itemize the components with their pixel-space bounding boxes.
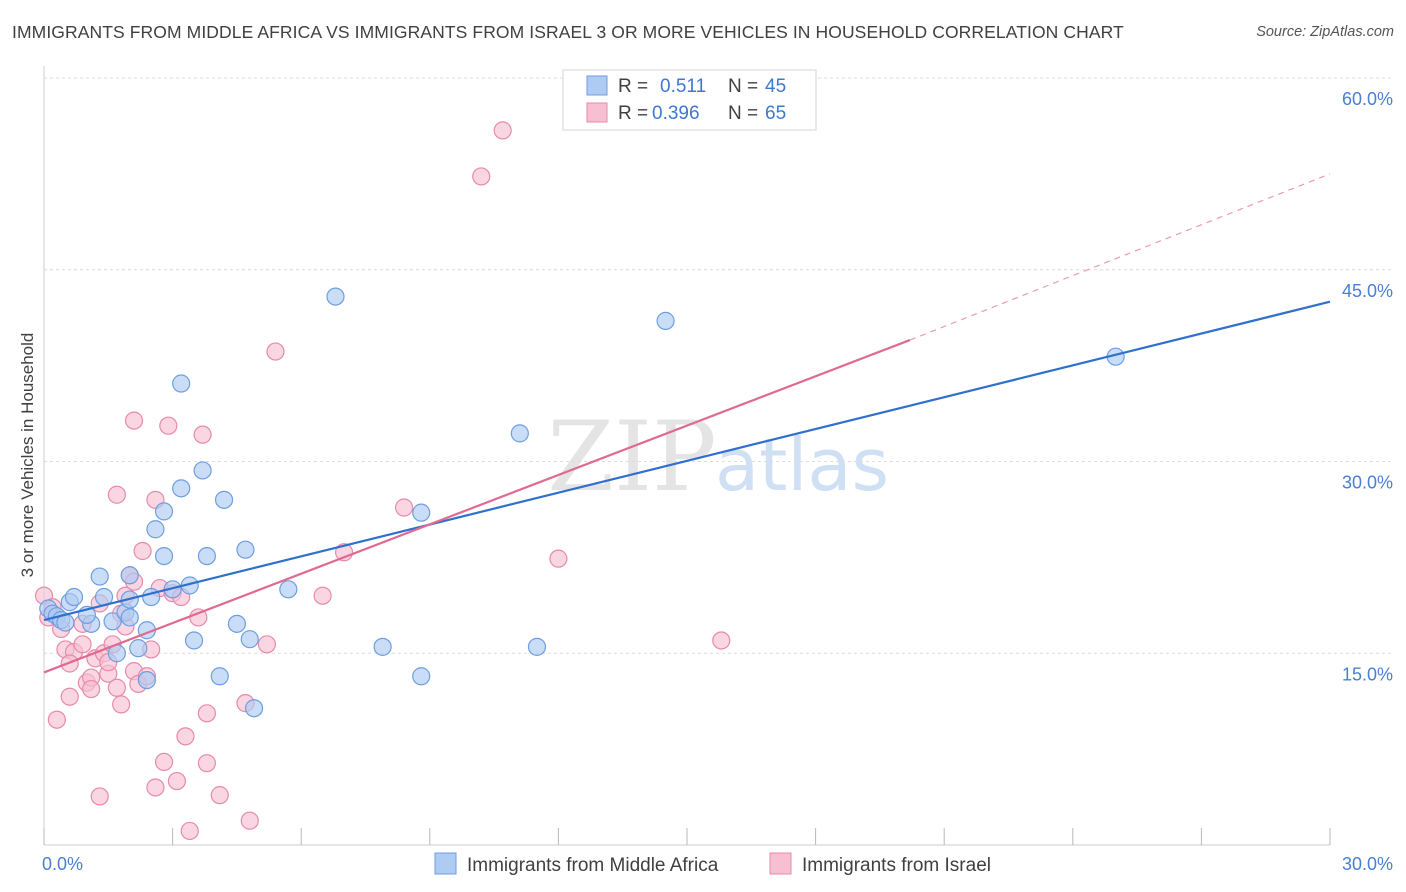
pink-point-59 bbox=[549, 549, 568, 568]
pink-point-52 bbox=[257, 635, 277, 654]
blue-point-15 bbox=[120, 566, 139, 585]
pink-point-23 bbox=[112, 695, 131, 714]
pink-point-3 bbox=[47, 710, 66, 729]
pink-point-9 bbox=[73, 635, 92, 654]
pink-point-46 bbox=[193, 425, 212, 444]
pink-point-43 bbox=[176, 727, 195, 746]
blue-point-6 bbox=[64, 587, 84, 607]
blue-point-43 bbox=[527, 637, 547, 656]
bottom-legend-label-2: Immigrants from Israel bbox=[802, 855, 991, 876]
axes bbox=[43, 66, 1331, 846]
gridlines bbox=[44, 77, 1394, 654]
pink-point-47 bbox=[197, 704, 216, 723]
legend-n-label-2: N = bbox=[728, 103, 758, 124]
pink-point-44 bbox=[180, 821, 199, 841]
bottom-legend-label-1: Immigrants from Middle Africa bbox=[467, 855, 719, 876]
blue-point-28 bbox=[184, 631, 204, 650]
watermark-atlas: atlas bbox=[715, 423, 889, 507]
legend-n-value-2: 65 bbox=[765, 103, 786, 124]
blue-point-38 bbox=[326, 287, 345, 306]
blue-point-29 bbox=[193, 461, 212, 480]
blue-point-41 bbox=[412, 667, 431, 686]
legend-swatch-pink bbox=[586, 102, 608, 123]
pink-point-22 bbox=[107, 485, 126, 504]
blue-point-35 bbox=[236, 540, 255, 559]
pink-point-60 bbox=[712, 631, 731, 650]
source-label: Source: ZipAtlas.com bbox=[1256, 24, 1394, 40]
legend-r-label-1: R = bbox=[618, 76, 648, 97]
blue-point-22 bbox=[154, 502, 174, 521]
x-tick-label-1: 30.0% bbox=[1342, 854, 1393, 874]
blue-point-39 bbox=[373, 637, 392, 656]
legend-n-value-1: 45 bbox=[765, 76, 786, 97]
pink-point-41 bbox=[167, 771, 186, 791]
x-tick-label-0: 0.0% bbox=[42, 854, 83, 874]
pink-point-58 bbox=[493, 121, 512, 140]
pink-point-6 bbox=[60, 687, 79, 706]
blue-point-33 bbox=[227, 614, 246, 633]
pink-point-39 bbox=[159, 416, 178, 435]
blue-point-11 bbox=[103, 612, 122, 631]
pink-point-30 bbox=[124, 411, 144, 430]
y-tick-labels: 15.0% 30.0% 45.0% 60.0% bbox=[1342, 89, 1393, 684]
blue-point-14 bbox=[120, 608, 139, 627]
pink-point-32 bbox=[133, 541, 152, 561]
bottom-legend: Immigrants from Middle Africa Immigrants… bbox=[434, 852, 991, 876]
blue-point-42 bbox=[510, 424, 529, 443]
blue-point-32 bbox=[214, 490, 234, 509]
pink-point-53 bbox=[266, 342, 285, 361]
trend-line-israel-extension bbox=[909, 173, 1331, 341]
blue-point-25 bbox=[172, 374, 191, 393]
pink-point-38 bbox=[154, 752, 174, 772]
watermark-zip: ZIP bbox=[547, 401, 716, 513]
legend-n-label-1: N = bbox=[728, 76, 758, 97]
y-tick-label-1: 30.0% bbox=[1342, 473, 1393, 493]
watermark: ZIP atlas bbox=[547, 401, 889, 513]
y-tick-label-0: 15.0% bbox=[1342, 664, 1393, 684]
trend-line-middle-africa bbox=[43, 300, 1331, 622]
blue-point-31 bbox=[210, 667, 229, 686]
series-middle-africa-points bbox=[39, 287, 1125, 718]
x-tick-labels: 0.0% 30.0% bbox=[42, 854, 1393, 874]
trend-line-israel bbox=[43, 339, 911, 674]
pink-point-49 bbox=[210, 786, 229, 805]
pink-point-51 bbox=[240, 811, 259, 830]
blue-point-18 bbox=[137, 670, 156, 690]
y-tick-label-2: 45.0% bbox=[1342, 281, 1393, 301]
pink-point-54 bbox=[313, 586, 332, 605]
blue-point-17 bbox=[129, 639, 148, 658]
blue-point-30 bbox=[197, 546, 216, 566]
legend: R = 0.511 N = 45 R = 0.396 N = 65 bbox=[562, 69, 817, 131]
pink-point-16 bbox=[90, 787, 109, 806]
pink-point-56 bbox=[394, 498, 414, 517]
bottom-legend-swatch-pink bbox=[769, 852, 792, 875]
blue-point-37 bbox=[279, 580, 298, 599]
pink-point-48 bbox=[197, 754, 216, 773]
chart-title: IMMIGRANTS FROM MIDDLE AFRICA VS IMMIGRA… bbox=[12, 22, 1124, 42]
pink-point-35 bbox=[146, 778, 165, 797]
blue-point-21 bbox=[146, 520, 165, 539]
blue-point-40 bbox=[412, 503, 431, 522]
y-tick-label-3: 60.0% bbox=[1342, 89, 1393, 109]
bottom-legend-swatch-blue bbox=[434, 852, 457, 875]
legend-r-label-2: R = bbox=[618, 103, 648, 124]
blue-point-23 bbox=[154, 546, 174, 566]
blue-point-34 bbox=[240, 630, 259, 649]
pink-point-57 bbox=[472, 167, 491, 186]
blue-point-9 bbox=[90, 567, 109, 586]
blue-point-26 bbox=[172, 479, 191, 498]
legend-r-value-1: 0.511 bbox=[660, 76, 706, 97]
blue-point-44 bbox=[656, 311, 675, 330]
pink-point-21 bbox=[107, 678, 126, 697]
legend-swatch-blue bbox=[586, 75, 608, 96]
blue-point-36 bbox=[244, 699, 264, 718]
trend-lines bbox=[43, 173, 1331, 674]
legend-r-value-2: 0.396 bbox=[652, 103, 700, 124]
pink-point-15 bbox=[82, 679, 101, 699]
